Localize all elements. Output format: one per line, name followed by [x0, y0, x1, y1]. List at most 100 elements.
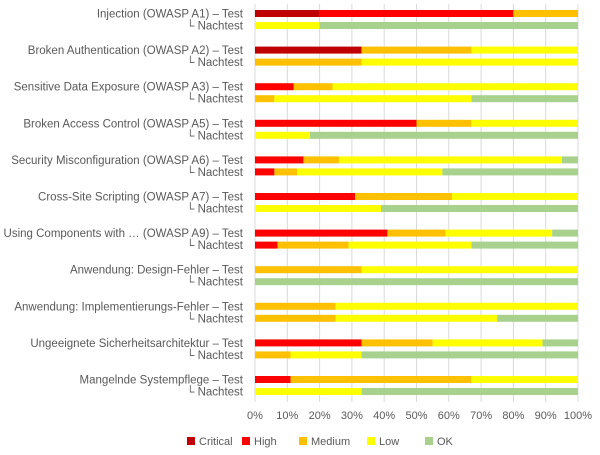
gridlines [254, 4, 579, 402]
bar-segment-ok [361, 388, 578, 395]
x-tick-label: 70% [470, 410, 492, 422]
bar-segment-low [296, 168, 443, 176]
category-label: Security Misconfiguration (OWASP A6) – T… [11, 155, 244, 167]
category-label: └ Nachtest [186, 275, 244, 289]
bar-segment-medium [255, 58, 362, 66]
x-tick-label: 10% [276, 410, 298, 422]
category-label: └ Nachtest [186, 385, 244, 399]
bar-segment-critical [255, 10, 320, 17]
bar-segment-low [361, 58, 578, 66]
legend-swatch [367, 437, 375, 445]
bar-segment-ok [497, 314, 578, 322]
x-tick-label: 80% [502, 410, 524, 422]
bar-segment-medium [255, 95, 275, 103]
bar-segment-medium [293, 83, 333, 91]
x-tick-label: 0% [247, 410, 263, 422]
bar-segment-low [338, 156, 562, 164]
x-tick-label: 90% [535, 410, 557, 422]
legend-item-low: Low [367, 436, 399, 448]
category-label: └ Nachtest [186, 92, 244, 106]
bar-segment-high [255, 376, 291, 383]
bar-segment-high [255, 156, 304, 164]
legend-item-ok: OK [425, 436, 454, 448]
bar-segment-high [255, 339, 362, 347]
bar-segment-high [255, 229, 388, 237]
bar-segment-low [445, 229, 553, 237]
legend-swatch [242, 437, 250, 445]
category-label: └ Nachtest [186, 238, 244, 252]
bar-segment-low [348, 241, 472, 249]
bar-segment-low [361, 266, 578, 274]
legend-label: High [254, 436, 277, 448]
category-label: └ Nachtest [186, 202, 244, 216]
bar-segment-high [255, 119, 417, 127]
bar-segment-medium [255, 351, 291, 359]
bar-segment-critical [255, 46, 362, 54]
bar-segment-ok [442, 168, 578, 176]
bar-segment-low [432, 339, 543, 347]
category-labels: Injection (OWASP A1) – Test└ NachtestBro… [4, 9, 244, 399]
bar-segment-low [471, 46, 578, 54]
legend-label: Critical [199, 436, 233, 448]
legend-swatch [425, 437, 433, 445]
category-label: └ Nachtest [186, 311, 244, 325]
bar-segment-medium [355, 193, 453, 200]
legend-label: OK [437, 436, 454, 448]
bar-segment-low [255, 22, 320, 29]
category-label: Using Components with … (OWASP A9) – Tes… [4, 228, 244, 240]
bar-segment-medium [290, 376, 472, 383]
bar-segment-medium [416, 119, 472, 127]
bar-segment-low [255, 205, 381, 212]
category-label: └ Nachtest [186, 348, 244, 362]
category-label: └ Nachtest [186, 128, 244, 142]
bar-segment-high [255, 241, 278, 249]
bar-segment-low [471, 376, 578, 383]
category-label: Injection (OWASP A1) – Test [97, 9, 244, 21]
bar-segment-low [335, 302, 578, 310]
bar-segment-medium [255, 314, 336, 322]
bar-segment-high [255, 168, 275, 176]
bar-segment-low [255, 388, 362, 395]
bar-segment-low [452, 193, 578, 200]
legend-swatch [299, 437, 307, 445]
bar-segment-medium [255, 266, 362, 274]
bar-segment-low [255, 131, 310, 139]
bar-segment-ok [561, 156, 578, 164]
bar-segment-ok [319, 22, 578, 29]
category-label: Ungeeignete Sicherheitsarchitektur – Tes… [30, 338, 243, 350]
legend-swatch [187, 437, 195, 445]
x-tick-label: 40% [373, 410, 395, 422]
category-label: Anwendung: Design-Fehler – Test [70, 265, 244, 277]
bar-segment-low [274, 95, 472, 103]
bar-segment-medium [255, 302, 336, 310]
legend-item-medium: Medium [299, 436, 350, 448]
bar-segment-ok [380, 205, 578, 212]
bar-segment-low [332, 83, 578, 91]
legend-label: Low [379, 436, 399, 448]
bar-segment-low [471, 119, 578, 127]
category-label: Broken Authentication (OWASP A2) – Test [28, 45, 244, 57]
x-tick-label: 60% [438, 410, 460, 422]
bar-segment-ok [309, 131, 578, 139]
bar-segment-medium [277, 241, 349, 249]
legend: Critical High Medium Low OK [187, 436, 454, 448]
legend-item-high: High [242, 436, 277, 448]
legend-label: Medium [311, 436, 350, 448]
bar-segment-ok [255, 278, 578, 286]
bar-segment-high [319, 10, 514, 17]
bar-segment-medium [274, 168, 297, 176]
bar-segment-medium [513, 10, 578, 17]
bar-segment-medium [387, 229, 446, 237]
bar-segment-medium [361, 46, 472, 54]
bars [255, 10, 578, 395]
bar-segment-high [255, 193, 356, 200]
category-label: └ Nachtest [186, 19, 244, 33]
bar-segment-ok [542, 339, 578, 347]
category-label: Cross-Site Scripting (OWASP A7) – Test [38, 192, 244, 204]
category-label: └ Nachtest [186, 55, 244, 69]
bar-segment-ok [471, 95, 578, 103]
category-label: Mangelnde Systempflege – Test [80, 375, 244, 387]
x-tick-label: 30% [341, 410, 363, 422]
